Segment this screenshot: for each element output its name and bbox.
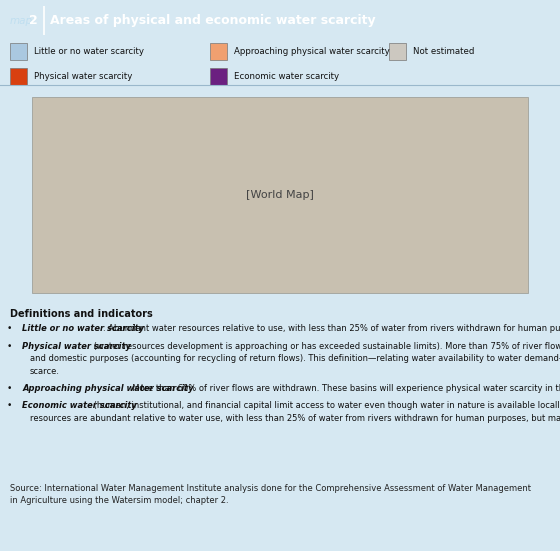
Text: Physical water scarcity: Physical water scarcity (34, 72, 132, 81)
Text: map: map (10, 15, 33, 26)
Text: 2: 2 (29, 14, 38, 27)
Text: Source: International Water Management Institute analysis done for the Comprehen: Source: International Water Management I… (10, 484, 531, 505)
Text: . Abundant water resources relative to use, with less than 25% of water from riv: . Abundant water resources relative to u… (103, 325, 560, 333)
Text: (water resources development is approaching or has exceeded sustainable limits).: (water resources development is approach… (91, 342, 560, 350)
Text: scarce.: scarce. (30, 367, 60, 376)
Bar (10, 42, 27, 60)
Bar (10, 68, 27, 85)
Text: Little or no water scarcity: Little or no water scarcity (22, 325, 144, 333)
Text: Definitions and indicators: Definitions and indicators (11, 310, 153, 320)
Bar (389, 42, 406, 60)
Bar (210, 42, 227, 60)
Text: and domestic purposes (accounting for recycling of return flows). This definitio: and domestic purposes (accounting for re… (30, 354, 560, 363)
Text: Areas of physical and economic water scarcity: Areas of physical and economic water sca… (50, 14, 376, 27)
Text: •: • (7, 384, 12, 393)
Text: Not estimated: Not estimated (413, 47, 474, 56)
Text: Economic water scarcity: Economic water scarcity (234, 72, 339, 81)
Text: •: • (7, 401, 12, 410)
Text: . More than 60% of river flows are withdrawn. These basins will experience physi: . More than 60% of river flows are withd… (127, 384, 560, 393)
Text: Physical water scarcity: Physical water scarcity (22, 342, 131, 350)
Text: (human, institutional, and financial capital limit access to water even though w: (human, institutional, and financial cap… (91, 401, 560, 410)
Text: •: • (7, 342, 12, 350)
Text: Little or no water scarcity: Little or no water scarcity (34, 47, 143, 56)
Text: Approaching physical water scarcity: Approaching physical water scarcity (22, 384, 194, 393)
Text: •: • (7, 325, 12, 333)
Bar (210, 68, 227, 85)
Text: resources are abundant relative to water use, with less than 25% of water from r: resources are abundant relative to water… (30, 414, 560, 423)
Text: Approaching physical water scarcity: Approaching physical water scarcity (234, 47, 389, 56)
Text: Economic water scarcity: Economic water scarcity (22, 401, 137, 410)
Text: [World Map]: [World Map] (246, 190, 314, 201)
